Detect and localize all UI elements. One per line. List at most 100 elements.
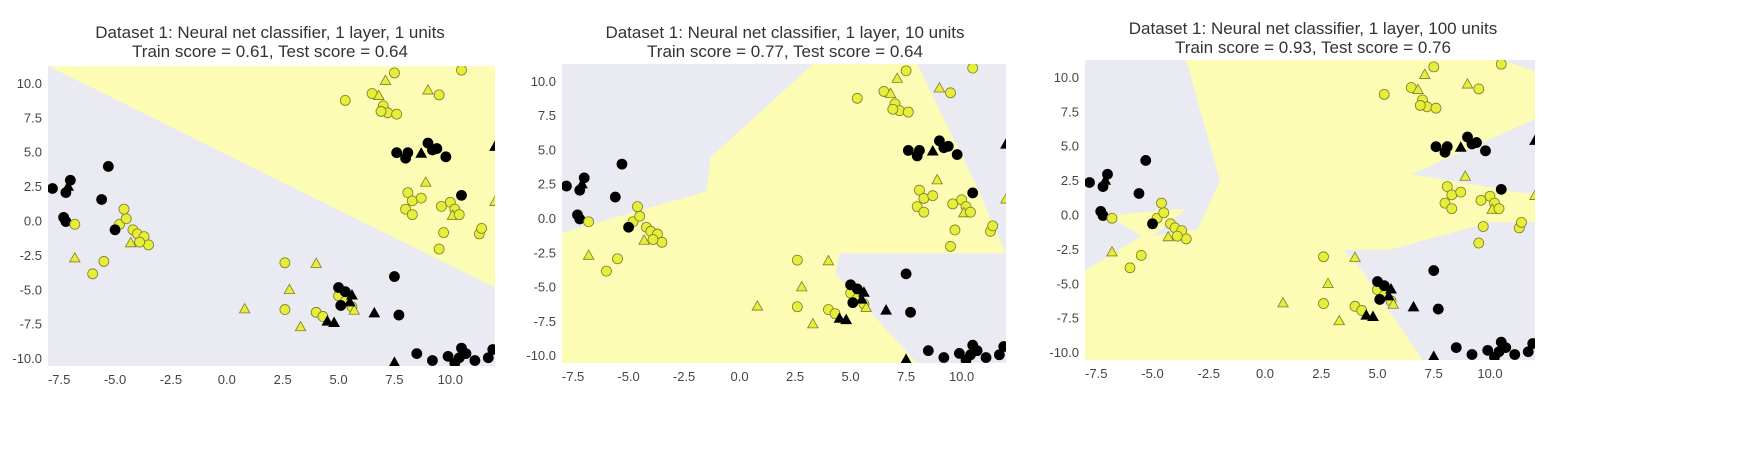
data-point bbox=[1441, 181, 1453, 193]
data-point bbox=[860, 301, 873, 312]
y-tick-label: 5.0 bbox=[1061, 139, 1079, 154]
y-tick-label: 5.0 bbox=[24, 145, 42, 160]
data-point bbox=[482, 352, 494, 364]
chart-panel-3: Dataset 1: Neural net classifier, 1 laye… bbox=[1049, 0, 1575, 458]
data-point bbox=[933, 81, 946, 93]
data-point bbox=[1140, 155, 1152, 166]
data-point bbox=[911, 150, 923, 162]
data-point bbox=[124, 236, 137, 248]
x-tick-label: -7.5 bbox=[562, 369, 584, 384]
data-point bbox=[1529, 134, 1535, 145]
data-point bbox=[616, 158, 628, 170]
data-point bbox=[1106, 245, 1118, 257]
chart-1: Dataset 1: Neural net classifier, 1 laye… bbox=[12, 23, 495, 387]
y-tick-label: -5.0 bbox=[1057, 276, 1079, 291]
data-point bbox=[453, 209, 465, 221]
data-point bbox=[433, 243, 445, 255]
data-point bbox=[402, 187, 414, 199]
data-point bbox=[411, 348, 423, 360]
data-point bbox=[48, 183, 58, 194]
data-point bbox=[68, 251, 81, 263]
chart-subtitle: Train score = 0.77, Test score = 0.64 bbox=[647, 42, 923, 61]
data-point bbox=[847, 297, 859, 309]
data-point bbox=[143, 239, 154, 251]
data-point bbox=[1412, 83, 1424, 94]
data-point bbox=[69, 218, 81, 230]
data-point bbox=[1000, 138, 1006, 149]
data-point bbox=[1459, 170, 1472, 181]
data-point bbox=[900, 353, 912, 363]
data-point bbox=[321, 315, 334, 326]
data-point bbox=[335, 300, 347, 311]
data-point bbox=[134, 236, 146, 248]
data-point bbox=[905, 306, 916, 318]
data-point bbox=[942, 140, 954, 152]
data-point bbox=[379, 74, 392, 85]
data-point bbox=[638, 234, 651, 245]
data-point bbox=[918, 193, 930, 204]
data-point bbox=[1473, 83, 1485, 95]
data-point bbox=[891, 72, 904, 83]
data-point bbox=[609, 191, 621, 203]
data-point bbox=[60, 216, 72, 227]
y-tick-label: -10.0 bbox=[1049, 345, 1079, 360]
data-point bbox=[109, 224, 121, 236]
plot-area bbox=[562, 64, 1006, 363]
data-point bbox=[947, 198, 959, 210]
chart-panel-2: Dataset 1: Neural net classifier, 1 laye… bbox=[520, 0, 1040, 458]
data-point bbox=[389, 67, 400, 79]
data-point bbox=[1349, 251, 1361, 262]
data-point bbox=[1428, 61, 1440, 73]
data-point bbox=[1156, 197, 1167, 209]
data-point bbox=[623, 221, 634, 233]
data-point bbox=[348, 304, 361, 315]
decision-region-yellow bbox=[1085, 60, 1535, 360]
data-point bbox=[62, 180, 75, 191]
data-point bbox=[419, 176, 432, 187]
data-point bbox=[927, 190, 939, 202]
data-point bbox=[98, 256, 110, 267]
data-point bbox=[476, 222, 487, 234]
y-tick-label: 7.5 bbox=[24, 110, 42, 125]
plot-area bbox=[1085, 60, 1535, 360]
data-point bbox=[967, 64, 979, 74]
data-point bbox=[453, 352, 465, 364]
data-point bbox=[951, 149, 963, 160]
x-tick-label: 0.0 bbox=[218, 372, 236, 387]
data-point bbox=[1480, 145, 1491, 157]
data-point bbox=[1318, 251, 1329, 263]
data-point bbox=[422, 83, 434, 95]
data-point bbox=[1473, 237, 1485, 249]
chart-3: Dataset 1: Neural net classifier, 1 laye… bbox=[1049, 19, 1535, 381]
decision-region-yellow bbox=[562, 64, 1006, 363]
data-point bbox=[1322, 277, 1334, 289]
data-point bbox=[343, 295, 356, 307]
x-tick-label: 5.0 bbox=[842, 369, 860, 384]
chart-panel-1: Dataset 1: Neural net classifier, 1 laye… bbox=[0, 0, 510, 458]
data-point bbox=[294, 320, 307, 332]
data-point bbox=[851, 283, 863, 295]
y-tick-label: 7.5 bbox=[538, 108, 556, 123]
data-point bbox=[96, 194, 108, 205]
chart-2: Dataset 1: Neural net classifier, 1 laye… bbox=[526, 23, 1006, 384]
data-point bbox=[1171, 230, 1183, 242]
data-point bbox=[938, 352, 950, 363]
data-point bbox=[406, 209, 418, 221]
data-point bbox=[435, 200, 447, 212]
data-point bbox=[1277, 296, 1289, 308]
data-point bbox=[1428, 350, 1440, 360]
data-point bbox=[1360, 309, 1373, 320]
data-point bbox=[1418, 68, 1431, 79]
x-tick-label: -5.0 bbox=[1141, 366, 1163, 381]
data-point bbox=[918, 206, 930, 218]
data-point bbox=[389, 271, 400, 282]
data-point bbox=[87, 268, 99, 280]
data-point bbox=[574, 213, 586, 225]
data-point bbox=[855, 293, 868, 304]
x-tick-label: 2.5 bbox=[786, 369, 804, 384]
data-point bbox=[279, 304, 291, 315]
data-point bbox=[884, 87, 897, 98]
y-tick-label: -10.0 bbox=[12, 351, 42, 366]
data-point bbox=[1158, 207, 1170, 219]
data-point bbox=[487, 344, 495, 355]
